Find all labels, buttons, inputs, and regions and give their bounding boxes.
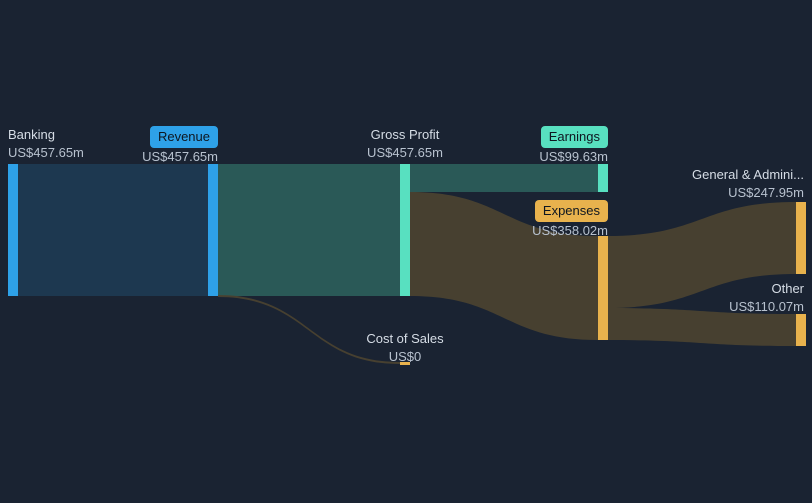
label-other: OtherUS$110.07m — [729, 280, 804, 315]
label-name-cost_of_sales: Cost of Sales — [366, 330, 443, 348]
label-amount-general_admin: US$247.95m — [692, 184, 804, 202]
node-earnings[interactable] — [598, 164, 608, 192]
badge-expenses: Expenses — [535, 200, 608, 222]
label-amount-banking: US$457.65m — [8, 144, 84, 162]
label-name-general_admin: General & Admini... — [692, 166, 804, 184]
label-cost_of_sales: Cost of SalesUS$0 — [366, 330, 443, 365]
node-other[interactable] — [796, 314, 806, 346]
node-banking[interactable] — [8, 164, 18, 296]
flow-revenue-to-gross_profit — [218, 164, 400, 296]
flow-gross_profit-to-earnings — [410, 164, 598, 192]
label-general_admin: General & Admini...US$247.95m — [692, 166, 804, 201]
label-revenue: RevenueUS$457.65m — [142, 126, 218, 165]
label-amount-cost_of_sales: US$0 — [366, 348, 443, 366]
badge-revenue: Revenue — [150, 126, 218, 148]
node-revenue[interactable] — [208, 164, 218, 296]
label-amount-other: US$110.07m — [729, 298, 804, 316]
label-name-banking: Banking — [8, 126, 84, 144]
label-earnings: EarningsUS$99.63m — [539, 126, 608, 165]
flow-banking-to-revenue — [18, 164, 208, 296]
label-name-other: Other — [729, 280, 804, 298]
sankey-chart: BankingUS$457.65mRevenueUS$457.65mGross … — [0, 0, 812, 503]
label-amount-revenue: US$457.65m — [142, 148, 218, 166]
label-gross_profit: Gross ProfitUS$457.65m — [367, 126, 443, 161]
node-expenses[interactable] — [598, 236, 608, 340]
node-gross_profit[interactable] — [400, 164, 410, 296]
label-amount-expenses: US$358.02m — [532, 222, 608, 240]
label-banking: BankingUS$457.65m — [8, 126, 84, 161]
label-expenses: ExpensesUS$358.02m — [532, 200, 608, 239]
label-name-gross_profit: Gross Profit — [367, 126, 443, 144]
label-amount-gross_profit: US$457.65m — [367, 144, 443, 162]
node-general_admin[interactable] — [796, 202, 806, 274]
label-amount-earnings: US$99.63m — [539, 148, 608, 166]
badge-earnings: Earnings — [541, 126, 608, 148]
